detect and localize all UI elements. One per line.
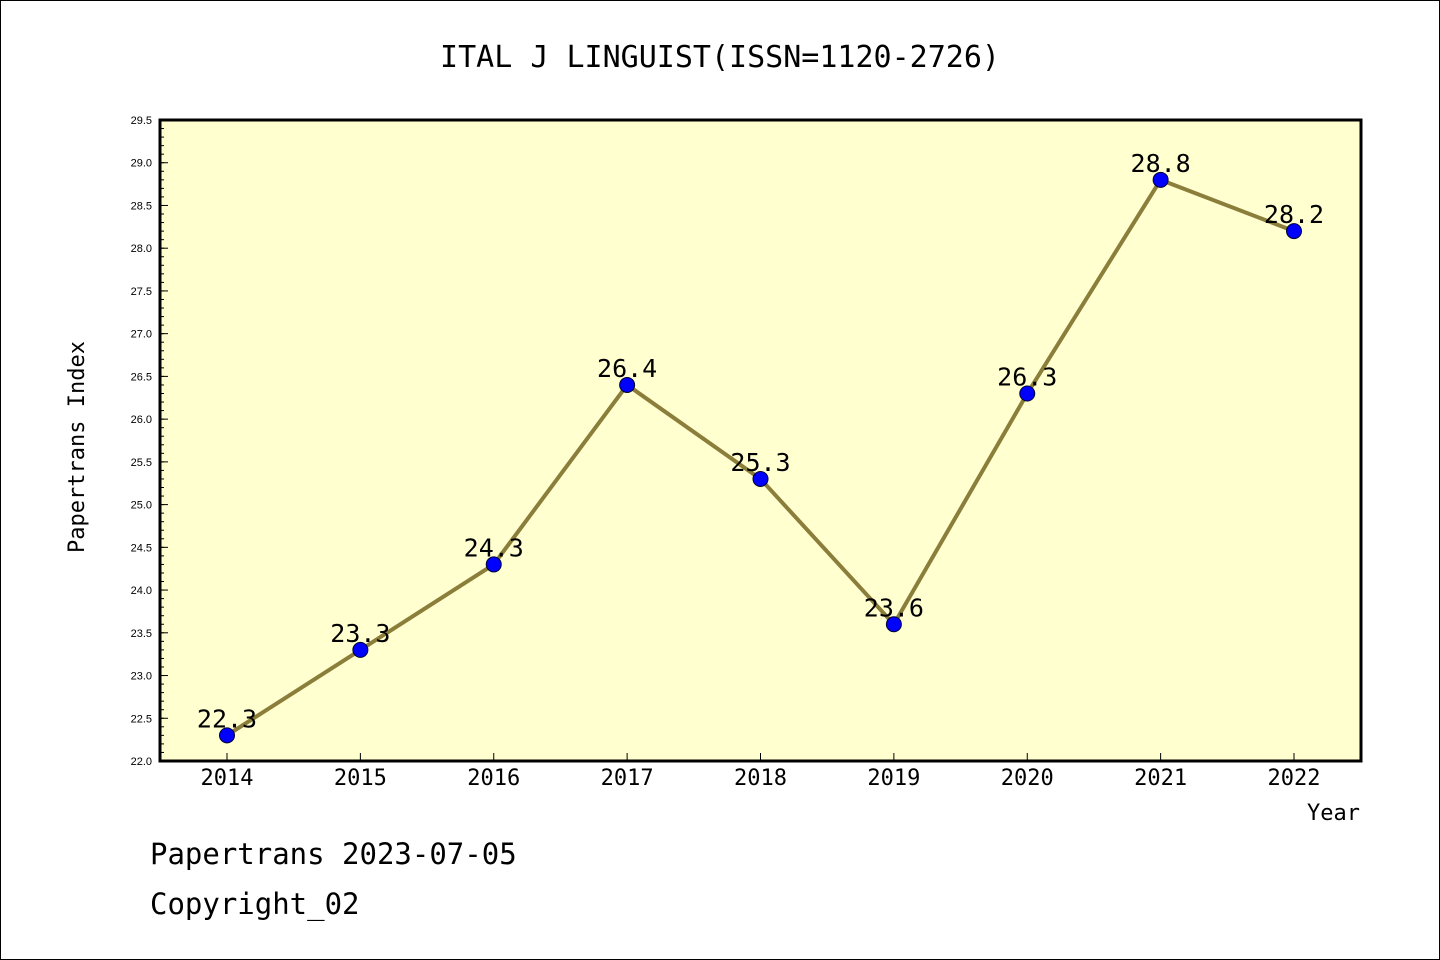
- y-tick-label: 27.5: [131, 286, 152, 298]
- y-tick-label: 29.0: [131, 158, 152, 170]
- y-tick-label: 28.5: [131, 200, 152, 212]
- data-point: [219, 727, 235, 744]
- data-point: [619, 376, 636, 393]
- data-point: [1286, 223, 1302, 240]
- data-label: 24.3: [464, 533, 524, 562]
- x-axis-title: Year: [1307, 801, 1360, 826]
- data-label: 23.6: [864, 593, 924, 622]
- y-tick-label: 25.5: [131, 457, 152, 469]
- data-label: 26.3: [997, 362, 1057, 391]
- y-tick-label: 26.0: [131, 414, 152, 426]
- plot-border: [158, 118, 1363, 763]
- x-axis: 2014 2015 2016 2017 2018 2019 2020 2021 2022: [201, 753, 1321, 791]
- data-point: [1019, 385, 1036, 402]
- y-axis: 22.0 22.5 23.0 23.5 24.0 24.5 25.0 25.5 26.0 26.5…: [131, 115, 168, 768]
- y-tick-label: 24.0: [131, 585, 152, 597]
- data-point: [352, 641, 369, 658]
- x-tick-label: 2019: [867, 766, 920, 791]
- footer-date: Papertrans 2023-07-05: [150, 837, 517, 871]
- y-tick-label: 23.0: [131, 671, 152, 683]
- data-label: 28.2: [1264, 200, 1324, 229]
- x-tick-label: 2014: [201, 766, 254, 791]
- data-point: [885, 616, 902, 633]
- data-point: [485, 556, 502, 573]
- data-label: 28.8: [1131, 149, 1191, 178]
- y-tick-label: 25.0: [131, 500, 152, 512]
- data-points: [219, 171, 1302, 744]
- x-tick-label: 2015: [334, 766, 387, 791]
- footer-copyright: Copyright_02: [150, 887, 360, 922]
- x-tick-label: 2017: [601, 766, 654, 791]
- data-point: [1152, 171, 1169, 188]
- data-label: 22.3: [197, 704, 257, 733]
- x-tick-label: 2016: [467, 766, 520, 791]
- chart-title: ITAL J LINGUIST(ISSN=1120-2726): [440, 40, 1000, 75]
- x-tick-label: 2018: [734, 766, 787, 791]
- data-label: 23.3: [330, 619, 390, 648]
- data-labels: 22.3 23.3 24.3 26.4 25.3 23.6 26.3 28.8 28.2: [197, 149, 1324, 734]
- y-tick-label: 24.5: [131, 542, 152, 554]
- data-label: 26.4: [597, 354, 657, 383]
- y-axis-title: Papertrans Index: [65, 341, 90, 553]
- data-point: [752, 470, 769, 487]
- x-tick-label: 2022: [1268, 766, 1321, 791]
- y-tick-label: 23.5: [131, 628, 152, 640]
- data-label: 25.3: [730, 448, 790, 477]
- x-tick-label: 2020: [1001, 766, 1054, 791]
- y-tick-label: 27.0: [131, 329, 152, 341]
- y-tick-label: 22.0: [131, 756, 152, 768]
- y-tick-label: 28.0: [131, 243, 152, 255]
- x-tick-label: 2021: [1134, 766, 1187, 791]
- y-tick-label: 26.5: [131, 371, 152, 383]
- y-tick-label: 29.5: [131, 115, 152, 127]
- y-tick-label: 22.5: [131, 713, 152, 725]
